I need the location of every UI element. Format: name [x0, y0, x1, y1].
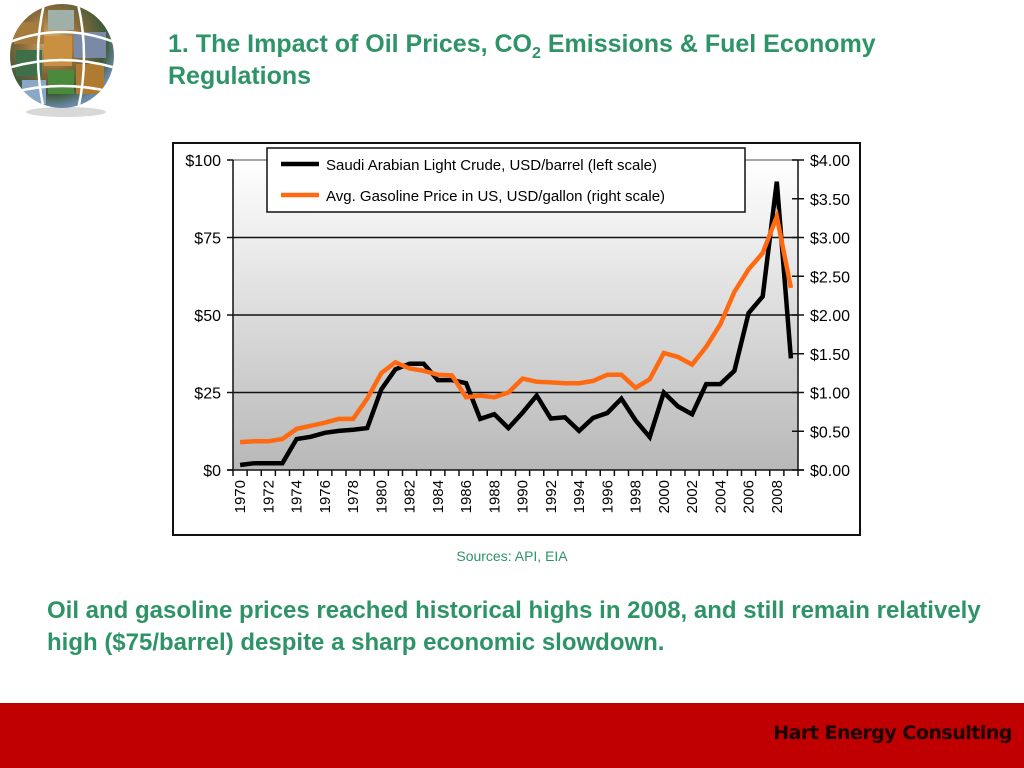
- chart-legend: Saudi Arabian Light Crude, USD/barrel (l…: [266, 147, 746, 213]
- footer-company-name: Hart Energy Consulting: [773, 722, 1012, 744]
- x-axis-tick-label: 1988: [486, 480, 503, 513]
- x-axis-tick-label: 1996: [599, 480, 616, 513]
- right-axis-tick-label: $3.00: [810, 231, 850, 248]
- x-axis-tick-label: 2002: [684, 480, 701, 513]
- x-axis-tick-label: 1972: [260, 480, 277, 513]
- oil-gasoline-price-chart: $0 $25 $50 $75 $100 $0.00 $0.50 $1.00 $1.50 $2.00…: [185, 147, 850, 513]
- x-axis-tick-label: 1994: [571, 480, 588, 513]
- title-text: 1. The Impact of Oil Prices, CO: [168, 30, 532, 58]
- right-axis-tick-label: $4.00: [810, 153, 850, 170]
- x-axis-tick-label: 1976: [317, 480, 334, 513]
- chart-frame: $0 $25 $50 $75 $100 $0.00 $0.50 $1.00 $1.50 $2.00…: [172, 142, 861, 536]
- x-axis-tick-label: 1990: [515, 480, 532, 513]
- right-axis-tick-label: $1.50: [810, 347, 850, 364]
- title-text-rest: Emissions & Fuel Economy Regulations: [168, 30, 876, 90]
- right-axis-tick-label: $2.50: [810, 269, 850, 286]
- x-axis-tick-label: 1984: [430, 480, 447, 513]
- left-axis-tick-label: $75: [194, 231, 221, 248]
- right-axis-tick-label: $0.50: [810, 424, 850, 441]
- right-axis-tick-label: $0.00: [810, 463, 850, 480]
- x-axis-tick-label: 1978: [345, 480, 362, 513]
- right-axis-tick-label: $3.50: [810, 192, 850, 209]
- legend-label: Saudi Arabian Light Crude, USD/barrel (l…: [326, 157, 657, 174]
- x-axis-tick-label: 2000: [656, 480, 673, 513]
- x-axis-tick-label: 2006: [741, 480, 758, 513]
- x-axis-tick-label: 1974: [289, 480, 306, 513]
- globe-logo-icon: [4, 2, 122, 120]
- crude-price-line: [239, 181, 794, 468]
- gasoline-price-line: [239, 208, 794, 445]
- legend-box: [266, 147, 746, 213]
- left-axis-tick-label: $50: [194, 308, 221, 325]
- title-subscript: 2: [532, 45, 541, 62]
- right-axis-tick-label: $1.00: [810, 386, 850, 403]
- x-axis-tick-label: 2008: [769, 480, 786, 513]
- legend-label: Avg. Gasoline Price in US, USD/gallon (r…: [326, 188, 665, 205]
- summary-text: Oil and gasoline prices reached historic…: [47, 597, 981, 656]
- left-axis-tick-label: $0: [203, 463, 221, 480]
- slide-title: 1. The Impact of Oil Prices, CO2 Emissio…: [168, 28, 998, 92]
- x-axis-tick-label: 1986: [458, 480, 475, 513]
- left-axis-tick-label: $100: [185, 153, 221, 170]
- left-axis-tick-label: $25: [194, 386, 221, 403]
- x-axis-tick-label: 1970: [232, 480, 249, 513]
- x-axis-tick-label: 1998: [628, 480, 645, 513]
- x-axis-tick-label: 1992: [543, 480, 560, 513]
- right-axis-tick-label: $2.00: [810, 308, 850, 325]
- footer-bar: Hart Energy Consulting: [0, 703, 1024, 768]
- x-axis-tick-label: 1982: [402, 480, 419, 513]
- sources-note: Sources: API, EIA: [456, 548, 568, 564]
- x-axis-tick-label: 2004: [712, 480, 729, 513]
- x-axis-tick-label: 1980: [373, 480, 390, 513]
